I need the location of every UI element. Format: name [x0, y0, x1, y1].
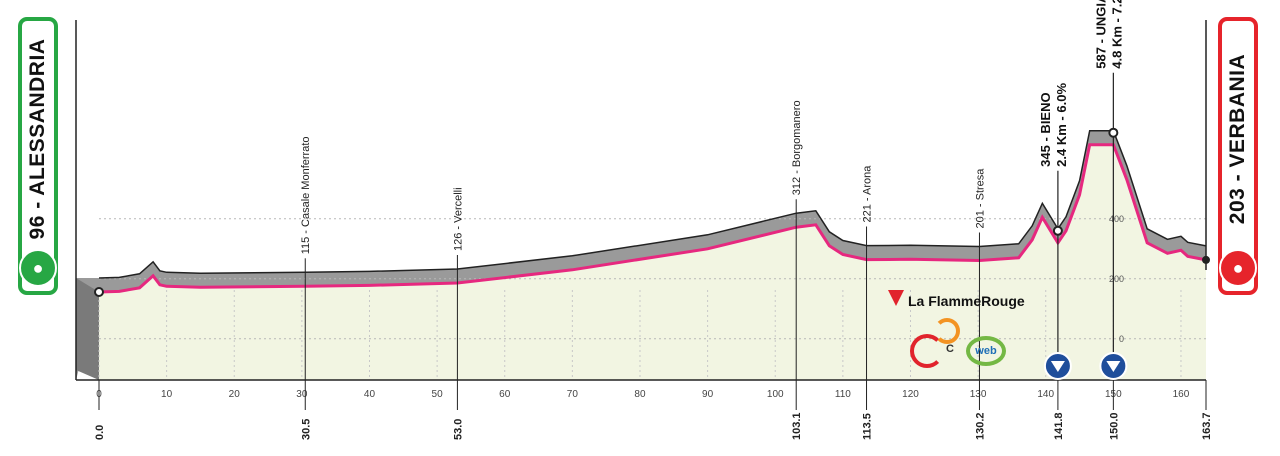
km-mark-label: 130.2	[974, 412, 986, 440]
waypoint-label: 312 - Borgomanero	[791, 100, 803, 195]
climb-name-label: 587 - UNGIASCA	[1093, 0, 1108, 69]
climb-summit-dot	[1052, 225, 1063, 236]
x-tick-label: 60	[499, 389, 511, 400]
x-tick-label: 70	[567, 389, 579, 400]
y-tick-label: 200	[1109, 274, 1124, 284]
x-tick-label: 50	[432, 389, 444, 400]
finish-flag-icon: ●	[1219, 249, 1257, 287]
x-tick-label: 30	[296, 389, 308, 400]
finish-town-box: 203 - VERBANIA ●	[1218, 17, 1258, 295]
y-tick-label: 0	[1119, 334, 1124, 344]
relief-side	[76, 278, 99, 380]
climb-category-icon-arrow	[1050, 361, 1065, 372]
climb-name-label: 345 - BIENO	[1038, 92, 1053, 166]
x-tick-label: 130	[970, 389, 987, 400]
x-tick-label: 10	[161, 389, 173, 400]
x-tick-label: 110	[835, 389, 851, 400]
km-mark-label: 113.5	[862, 413, 874, 440]
x-tick-label: 80	[634, 389, 646, 400]
flamme-rouge-icon	[888, 290, 904, 306]
x-tick-label: 100	[767, 389, 784, 400]
x-tick-label: 90	[702, 389, 714, 400]
km-mark-label: 163.7	[1201, 412, 1213, 440]
sponsor-logo: La FlammeRouge C web	[888, 290, 1038, 380]
x-tick-label: 40	[364, 389, 376, 400]
logo-ring-orange	[934, 318, 960, 344]
km-mark-label: 150.0	[1108, 412, 1120, 440]
waypoint-label: 201 - Stresa	[974, 168, 986, 229]
start-town-box: 96 - ALESSANDRIA ●	[18, 17, 58, 295]
climb-category-icon-arrow	[1106, 361, 1121, 372]
logo-letter: C	[946, 343, 954, 355]
x-tick-label: 140	[1037, 389, 1054, 400]
sponsor-name: La FlammeRouge	[908, 293, 1025, 309]
start-dot	[94, 287, 104, 297]
km-mark-label: 103.1	[791, 412, 803, 440]
relief-band	[76, 130, 1206, 380]
logo-web-badge: web	[966, 336, 1006, 366]
x-tick-label: 120	[902, 389, 919, 400]
x-tick-label: 20	[229, 389, 241, 400]
climb-detail-label: 2.4 Km - 6.0%	[1054, 83, 1069, 167]
finish-town-label: 203 - VERBANIA	[1226, 53, 1249, 225]
climb-detail-label: 4.8 Km - 7.2%	[1109, 0, 1124, 69]
y-tick-label: 400	[1109, 214, 1124, 224]
cyclist-icon: ●	[19, 249, 57, 287]
km-mark-label: 53.0	[452, 419, 464, 440]
x-tick-label: 160	[1173, 389, 1190, 400]
waypoint-label: 221 - Arona	[862, 165, 874, 223]
plain-area	[99, 144, 1206, 380]
waypoint-label: 115 - Casale Monferrato	[300, 136, 312, 254]
logo-ring-red	[910, 334, 944, 368]
km-mark-label: 30.5	[300, 419, 312, 440]
finish-dot	[1202, 255, 1210, 264]
climb-summit-dot	[1108, 127, 1119, 138]
km-mark-label: 0.0	[94, 425, 106, 440]
km-mark-label: 141.8	[1053, 412, 1065, 440]
waypoint-label: 126 - Vercelli	[452, 187, 464, 251]
start-town-label: 96 - ALESSANDRIA	[26, 38, 49, 240]
